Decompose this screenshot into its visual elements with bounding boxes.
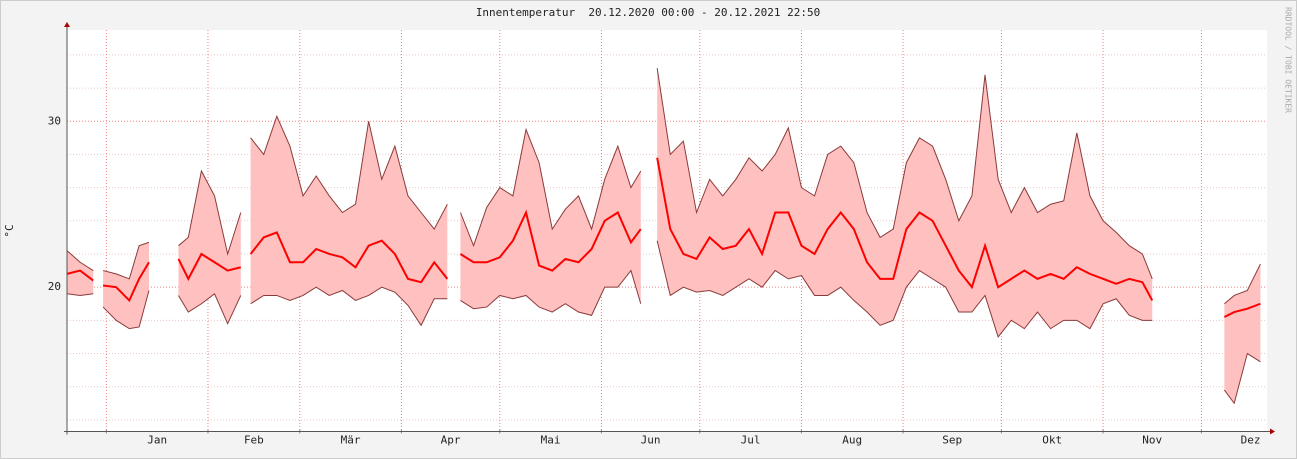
- avg-line: [66, 157, 1261, 318]
- x-tick-label: Jan: [147, 434, 167, 447]
- x-tick-label: Jul: [741, 434, 761, 447]
- y-axis-label: °C: [3, 224, 16, 237]
- x-tick-label: Mär: [341, 434, 361, 447]
- x-tick-label: Sep: [942, 434, 962, 447]
- watermark: RRDTOOL / TOBI OETIKER: [1284, 7, 1293, 113]
- x-tick-label: Dez: [1241, 434, 1261, 447]
- range-band: [103, 242, 149, 329]
- x-axis-arrow: [1270, 428, 1275, 435]
- y-axis-arrow: [64, 22, 70, 27]
- max-line: [66, 68, 1261, 305]
- range-band: [657, 68, 1153, 337]
- x-tick-label: Nov: [1142, 434, 1162, 447]
- x-tick-label: Okt: [1042, 434, 1062, 447]
- x-tick-label: Jun: [641, 434, 661, 447]
- min-line: [66, 240, 1261, 405]
- range-band: [1224, 263, 1261, 404]
- range-band: [250, 116, 448, 326]
- x-tick-label: Aug: [842, 434, 862, 447]
- x-tick-label: Mai: [541, 434, 561, 447]
- y-tick-label: 20: [48, 280, 61, 293]
- y-tick-label: 30: [48, 114, 61, 127]
- chart-title: Innentemperatur 20.12.2020 00:00 - 20.12…: [476, 6, 820, 19]
- x-tick-label: Feb: [244, 434, 264, 447]
- x-tick-label: Apr: [441, 434, 461, 447]
- range-band: [67, 250, 94, 296]
